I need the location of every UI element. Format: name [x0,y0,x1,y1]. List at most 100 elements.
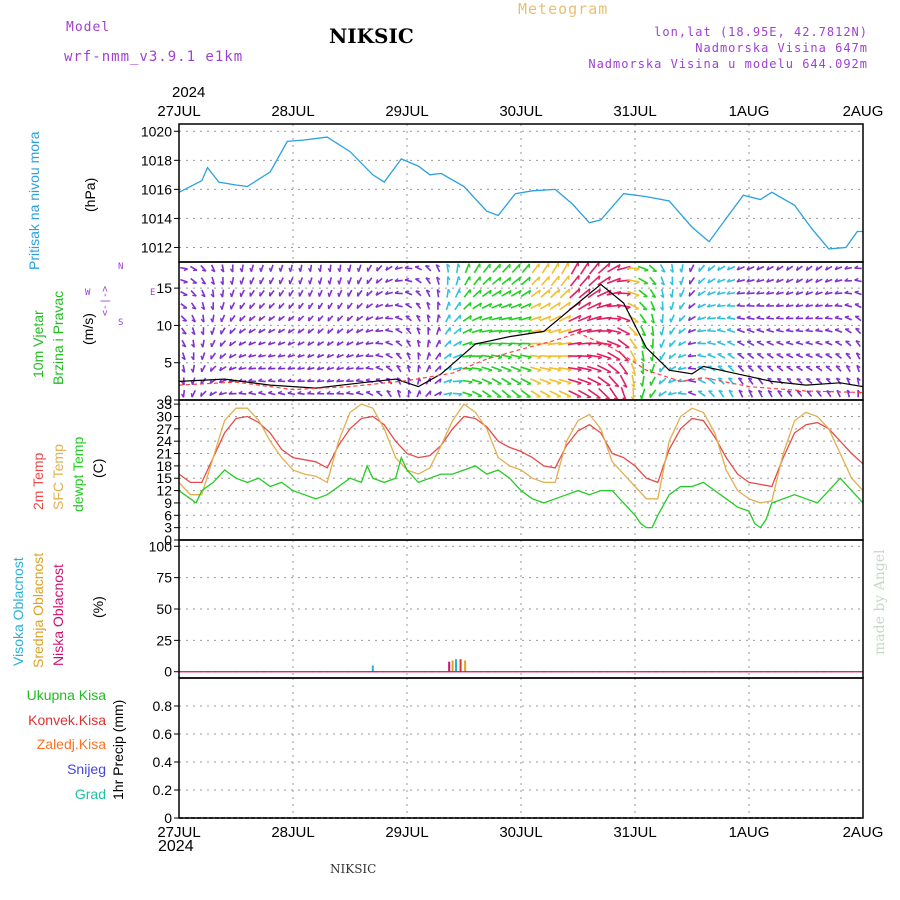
wind-arrow [385,365,393,372]
wind-arrow-head [449,353,452,358]
wind-arrow [240,277,245,285]
wind-arrow [481,329,493,333]
wind-arrow-head [736,303,741,307]
wind-arrow-head [795,315,800,320]
wind-arrow-head [626,293,631,297]
wind-arrow [687,391,697,396]
wind-arrow-head [459,327,462,333]
wind-arrow [200,277,207,285]
wind-arrow [454,301,461,311]
wind-arrow-head [326,341,330,346]
wind-arrow-head [479,315,483,321]
wind-arrow-head [479,329,483,334]
wind-arrow-head [201,294,206,298]
wind-arrow [443,352,452,360]
wind-arrow [491,389,502,398]
model-label: Model [66,20,111,35]
wind-arrow-head [277,341,282,346]
wind-arrow-head [307,316,310,322]
wind-arrow-head [616,345,621,348]
wind-arrow-head [268,267,272,272]
wind-arrow [501,276,512,285]
wind-arrow [396,389,401,398]
wind-arrow [481,289,492,298]
wind-arrow-head [631,383,635,388]
wind-arrow-head [267,378,273,382]
wind-arrow [659,263,666,273]
wind-arrow [210,264,216,273]
wind-arrow-head [641,333,646,337]
wind-arrow [640,325,647,337]
wind-arrow [586,354,602,359]
wind-arrow-head [287,365,292,370]
wind-arrow-head [756,278,760,283]
wind-arrow-head [326,366,331,371]
y-tick-label: 1018 [141,152,172,168]
wind-arrow [462,341,473,346]
wind-arrow [443,392,453,396]
wind-arrow [539,390,551,398]
wind-arrow [521,276,531,286]
wind-arrow-head [307,390,312,395]
wind-arrow [180,315,188,322]
wind-arrow [492,263,501,273]
wind-arrow-head [785,315,790,320]
wind-arrow [569,274,580,287]
wind-arrow [511,389,522,398]
wind-arrow [482,276,492,286]
wind-arrow-head [297,365,302,370]
wind-arrow [375,390,383,397]
wind-arrow [219,352,227,360]
wind-arrow-head [457,263,461,268]
wind-arrow-head [736,327,742,331]
wind-arrow-head [459,340,463,346]
wind-arrow-head [336,378,341,383]
wind-arrow-head [757,365,762,368]
wind-arrow [669,327,676,335]
wind-arrow [738,389,744,398]
wind-arrow [436,314,440,323]
wind-arrow-head [652,282,657,286]
wind-arrow-head [718,389,723,393]
wind-arrow [639,313,647,324]
wind-arrow [746,265,755,271]
wind-arrow-head [297,329,301,334]
wind-arrow-head [738,377,743,380]
wind-arrow-head [375,315,379,320]
wind-arrow-head [517,356,522,360]
wind-arrow-head [356,267,360,272]
y-tick-label: 6 [164,507,172,523]
wind-arrow-head [395,315,400,318]
wind-arrow-head [336,390,341,395]
wind-arrow-head [436,276,441,281]
ukupna-label: Ukupna Kisa [26,687,106,703]
wind-arrow [539,378,552,384]
wind-arrow-head [557,382,562,385]
wind-arrow [229,340,237,347]
y-tick-label: 0 [164,664,172,680]
wind-arrow [435,339,441,348]
wind-arrow-head [488,316,493,321]
wind-arrow-head [437,314,441,319]
wind-arrow-head [786,353,791,356]
wind-arrow [756,329,765,333]
wind-arrow [736,265,745,271]
wind-arrow [641,350,645,362]
wind-arrow-head [416,327,421,331]
wind-arrow [697,290,706,297]
wind-arrow [747,365,754,373]
wind-arrow [567,341,582,346]
wind-arrow-head [598,302,602,307]
wind-arrow [481,302,492,310]
wind-arrow-head [439,378,442,383]
wind-arrow [434,391,442,397]
wind-arrow-head [200,367,203,373]
wind-arrow [452,379,463,383]
wind-arrow [766,341,774,346]
wind-arrow [220,314,226,323]
wind-arrow [395,340,403,347]
wind-arrow-head [336,341,340,346]
wind-arrow [238,392,247,395]
wind-arrow-head [384,315,390,319]
wind-arrow-head [641,345,646,350]
